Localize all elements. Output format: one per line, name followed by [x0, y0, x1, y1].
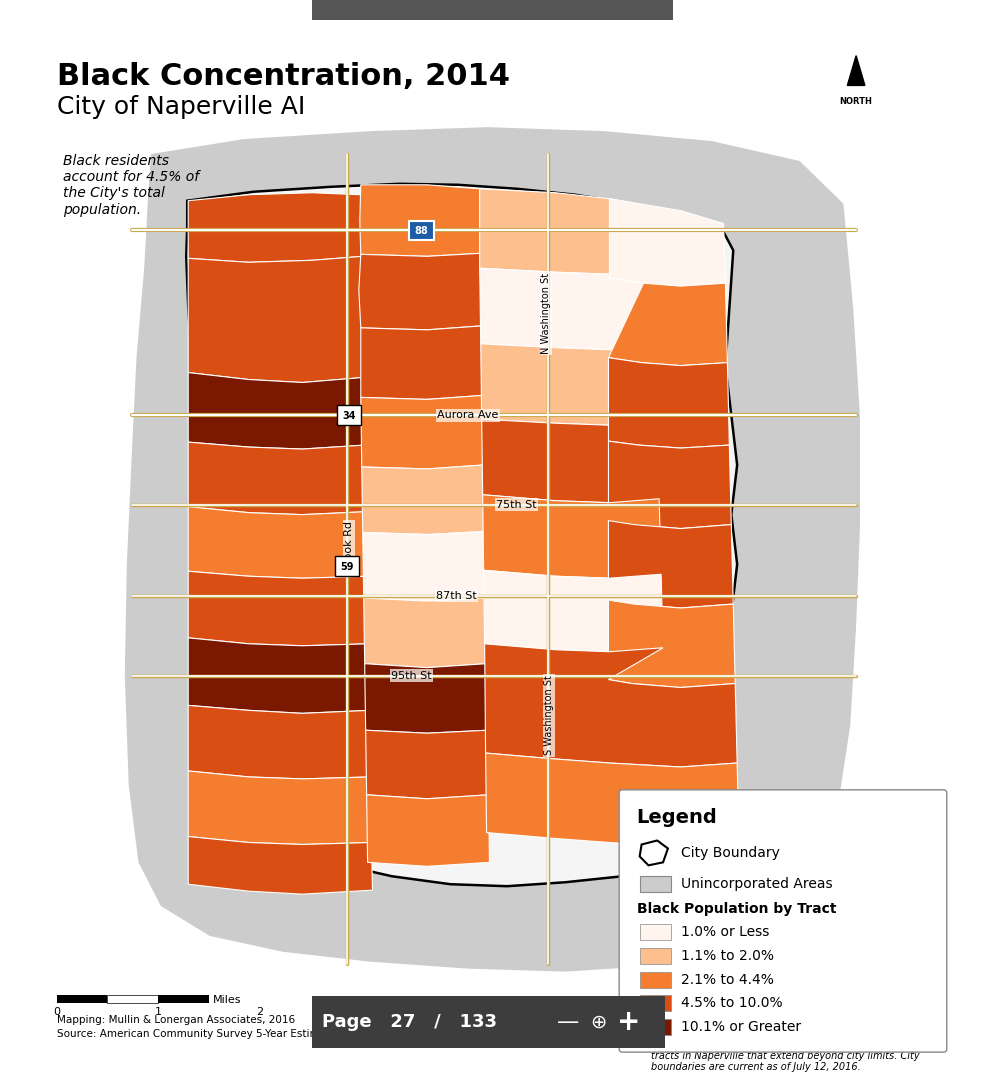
- Text: Aurora Ave: Aurora Ave: [437, 410, 498, 420]
- Polygon shape: [366, 730, 489, 799]
- Polygon shape: [188, 256, 366, 382]
- Text: Black Concentration, 2014: Black Concentration, 2014: [57, 62, 509, 91]
- Polygon shape: [485, 644, 737, 767]
- Text: Page   27   /   133: Page 27 / 133: [322, 1013, 497, 1031]
- Bar: [640, 948, 670, 963]
- Polygon shape: [188, 638, 370, 713]
- Polygon shape: [480, 189, 654, 274]
- Text: 1.1% to 2.0%: 1.1% to 2.0%: [680, 948, 774, 962]
- Polygon shape: [608, 521, 733, 608]
- Polygon shape: [188, 373, 365, 449]
- Polygon shape: [482, 419, 660, 502]
- Polygon shape: [481, 343, 658, 426]
- Polygon shape: [362, 465, 485, 535]
- Text: Miles: Miles: [212, 996, 241, 1005]
- Polygon shape: [188, 771, 372, 845]
- Text: 0: 0: [53, 1008, 60, 1017]
- Polygon shape: [484, 570, 664, 651]
- Polygon shape: [188, 507, 368, 578]
- Polygon shape: [188, 571, 369, 646]
- Bar: [337, 405, 361, 426]
- Text: 4.5% to 10.0%: 4.5% to 10.0%: [680, 997, 782, 1011]
- Bar: [640, 1020, 670, 1036]
- Bar: [158, 996, 208, 1003]
- Polygon shape: [847, 56, 865, 85]
- Polygon shape: [361, 326, 483, 400]
- Text: Black residents
account for 4.5% of
the City's total
population.: Black residents account for 4.5% of the …: [63, 154, 200, 217]
- Text: 75th St: 75th St: [496, 500, 537, 510]
- Polygon shape: [363, 531, 486, 602]
- Polygon shape: [188, 192, 363, 262]
- Bar: [312, 0, 672, 19]
- Text: +: +: [617, 1009, 641, 1037]
- Text: Mapping: Mullin & Lonergan Associates, 2016: Mapping: Mullin & Lonergan Associates, 2…: [57, 1015, 295, 1025]
- Text: Unincorporated Areas: Unincorporated Areas: [680, 877, 833, 891]
- Text: 95th St: 95th St: [391, 671, 432, 680]
- Text: 1.0% or Less: 1.0% or Less: [680, 924, 769, 939]
- Text: Legend: Legend: [637, 808, 718, 826]
- Polygon shape: [483, 495, 662, 578]
- Polygon shape: [608, 600, 735, 688]
- Bar: [107, 996, 158, 1003]
- Bar: [640, 924, 670, 940]
- Polygon shape: [186, 184, 737, 887]
- Text: 87th St: 87th St: [436, 591, 477, 602]
- Text: —: —: [557, 1012, 580, 1032]
- Polygon shape: [608, 357, 729, 448]
- Polygon shape: [359, 254, 482, 329]
- Text: 88: 88: [415, 226, 429, 237]
- Text: N Washington St: N Washington St: [541, 272, 551, 353]
- Text: City Boundary: City Boundary: [680, 847, 780, 861]
- Polygon shape: [188, 837, 373, 894]
- Text: Book Rd: Book Rd: [344, 522, 354, 567]
- Text: S Washington St: S Washington St: [544, 675, 554, 755]
- Polygon shape: [367, 795, 490, 866]
- Text: 59: 59: [340, 562, 354, 571]
- Polygon shape: [360, 185, 480, 256]
- Polygon shape: [609, 199, 725, 286]
- FancyBboxPatch shape: [619, 789, 947, 1052]
- Text: 1: 1: [154, 1008, 161, 1017]
- Text: Source: American Community Survey 5-Year Estimates, 2010-2014: Source: American Community Survey 5-Year…: [57, 1029, 405, 1039]
- Polygon shape: [365, 663, 488, 733]
- Text: 10.1% or Greater: 10.1% or Greater: [680, 1021, 801, 1035]
- Text: 2: 2: [256, 1008, 262, 1017]
- Polygon shape: [188, 705, 371, 779]
- Polygon shape: [480, 268, 656, 350]
- Polygon shape: [364, 598, 487, 667]
- Bar: [640, 996, 670, 1011]
- Polygon shape: [361, 395, 484, 469]
- Bar: [640, 876, 670, 892]
- Bar: [640, 972, 670, 987]
- Bar: [335, 556, 359, 577]
- Text: City of Naperville AI: City of Naperville AI: [57, 95, 305, 120]
- Polygon shape: [608, 283, 727, 366]
- Polygon shape: [608, 441, 731, 528]
- Polygon shape: [188, 442, 367, 515]
- Text: Black Population by Tract: Black Population by Tract: [637, 902, 837, 916]
- Text: 34: 34: [342, 410, 356, 421]
- Bar: [57, 996, 107, 1003]
- Polygon shape: [486, 753, 739, 847]
- Text: NORTH: NORTH: [839, 97, 873, 106]
- Text: ⊕: ⊕: [591, 1013, 607, 1031]
- Text: 2.1% to 4.4%: 2.1% to 4.4%: [680, 973, 774, 987]
- Bar: [312, 997, 665, 1049]
- Text: The areas shaded in gray are the parts of census
tracts in Naperville that exten: The areas shaded in gray are the parts o…: [652, 1039, 920, 1072]
- Bar: [409, 220, 434, 241]
- Polygon shape: [125, 127, 860, 972]
